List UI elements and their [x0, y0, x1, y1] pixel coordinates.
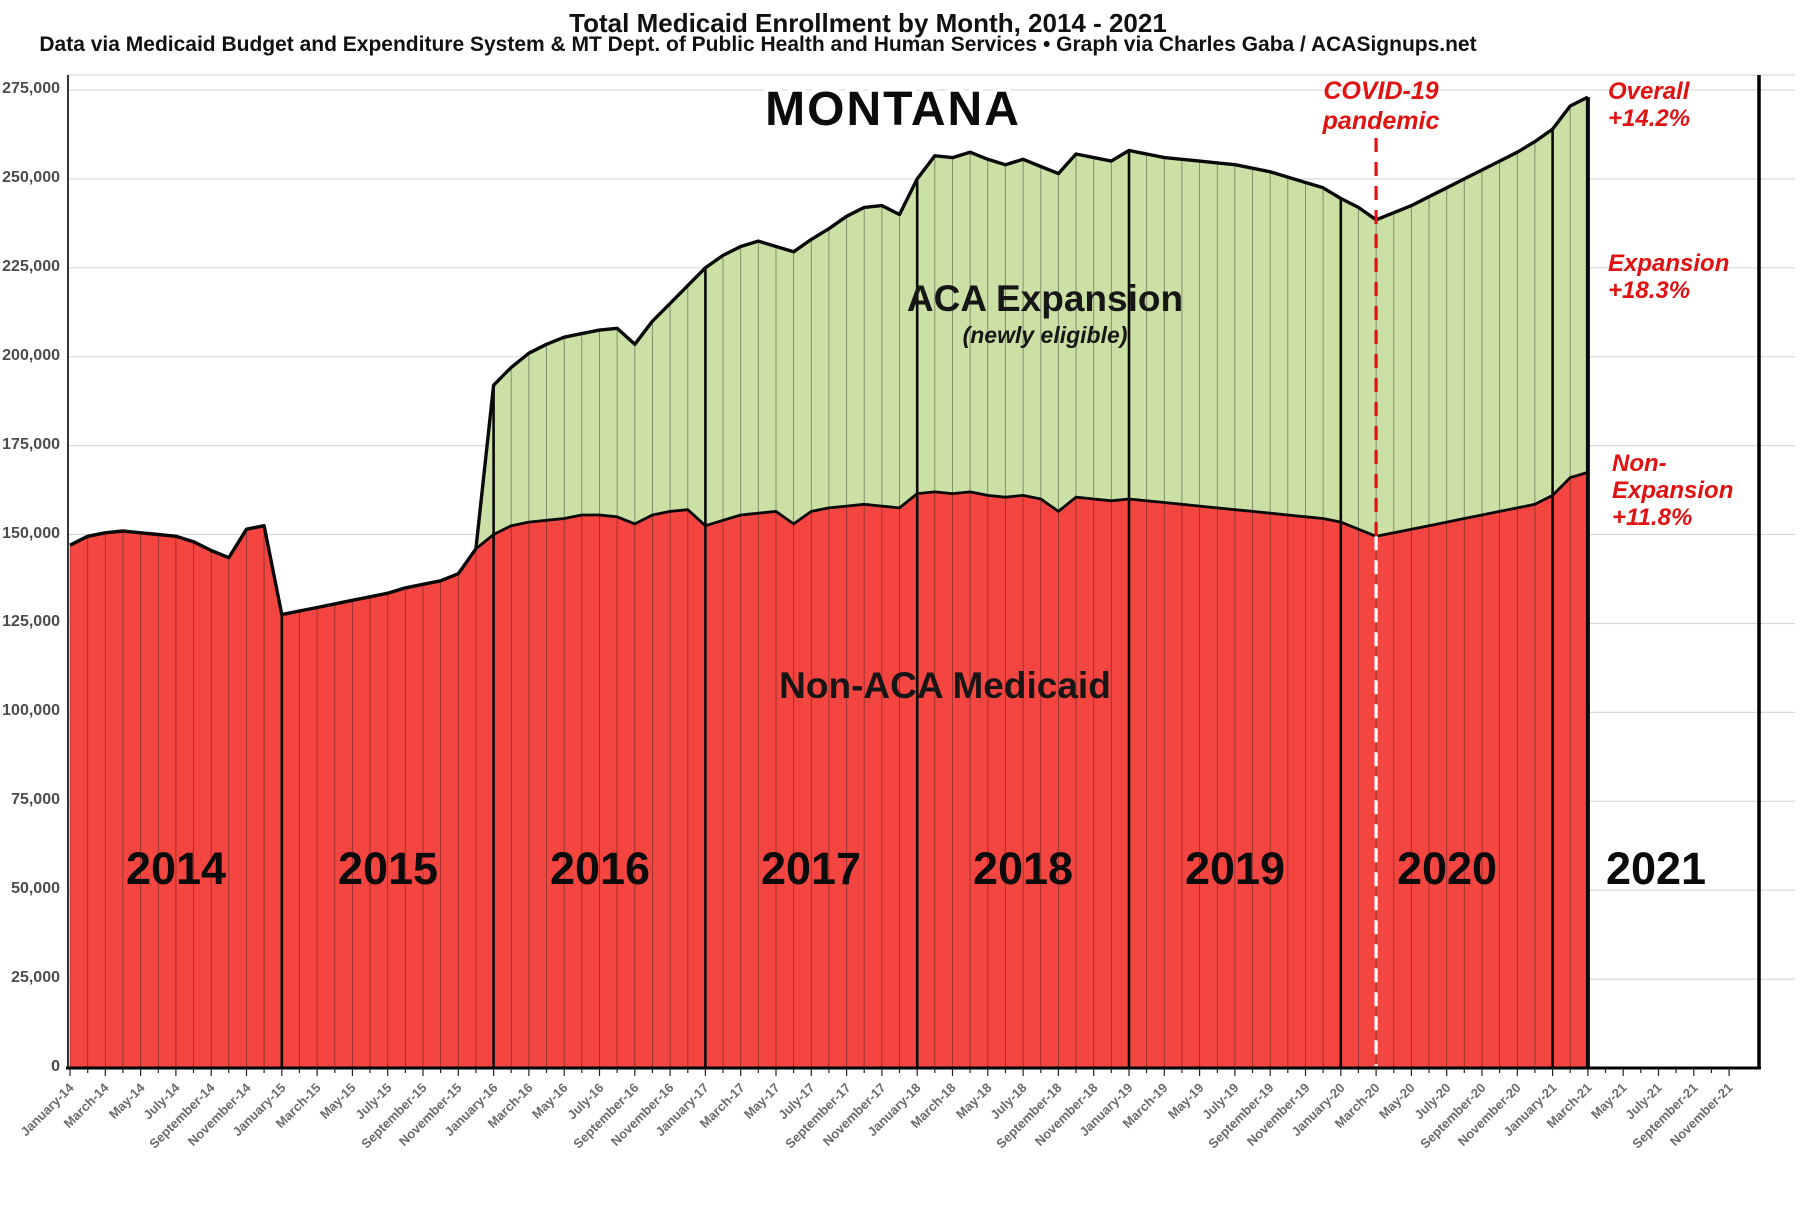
overall-growth-annotation: Overall +14.2% [1608, 78, 1690, 132]
covid-annotation-line2: pandemic [1322, 107, 1440, 135]
y-axis-tick-label: 275,000 [2, 80, 60, 97]
non-expansion-growth-value: +11.8% [1612, 504, 1693, 531]
year-label-2015: 2015 [337, 843, 439, 894]
covid-annotation-line1: COVID-19 [1323, 77, 1439, 105]
y-axis-tick-label: 150,000 [2, 525, 60, 542]
non-expansion-area-label: Non-ACA Medicaid [779, 665, 1111, 706]
overall-growth-label: Overall [1608, 78, 1690, 105]
y-axis-tick-label: 75,000 [11, 791, 60, 808]
y-axis-tick-label: 50,000 [11, 880, 60, 897]
state-label: MONTANA [765, 83, 1021, 136]
chart-title: Total Medicaid Enrollment by Month, 2014… [569, 8, 1167, 38]
y-axis-tick-label: 250,000 [2, 169, 60, 186]
expansion-growth-label: Expansion [1608, 250, 1730, 277]
non-expansion-growth-annotation: Non- Expansion +11.8% [1612, 450, 1733, 531]
year-label-2020: 2020 [1396, 843, 1498, 894]
y-axis-tick-label: 125,000 [2, 613, 60, 630]
year-label-2019: 2019 [1184, 843, 1286, 894]
year-label-2017: 2017 [760, 843, 862, 894]
year-label-2014: 2014 [125, 843, 227, 894]
y-axis-tick-label: 25,000 [11, 969, 60, 986]
y-axis-tick-label: 175,000 [2, 436, 60, 453]
covid-annotation: COVID-19 pandemic [1323, 76, 1440, 136]
year-label-2021: 2021 [1605, 843, 1707, 894]
y-axis-tick-label: 200,000 [2, 347, 60, 364]
y-axis-tick-label: 225,000 [2, 258, 60, 275]
non-expansion-growth-label2: Expansion [1612, 477, 1734, 504]
non-expansion-growth-label1: Non- [1612, 450, 1667, 477]
chart-subtitle: Data via Medicaid Budget and Expenditure… [39, 33, 1477, 56]
enrollment-area-chart [66, 74, 1795, 1076]
year-label-2018: 2018 [972, 843, 1074, 894]
year-label-2016: 2016 [549, 843, 651, 894]
expansion-growth-value: +18.3% [1608, 277, 1691, 304]
y-axis-tick-label: 0 [51, 1058, 60, 1075]
y-axis-tick-label: 100,000 [2, 702, 60, 719]
chart-page: Total Medicaid Enrollment by Month, 2014… [2, 8, 1795, 1151]
expansion-area-sublabel: (newly eligible) [962, 322, 1128, 348]
expansion-growth-annotation: Expansion +18.3% [1608, 250, 1729, 304]
expansion-area-label: ACA Expansion [906, 278, 1184, 319]
overall-growth-value: +14.2% [1608, 105, 1691, 132]
